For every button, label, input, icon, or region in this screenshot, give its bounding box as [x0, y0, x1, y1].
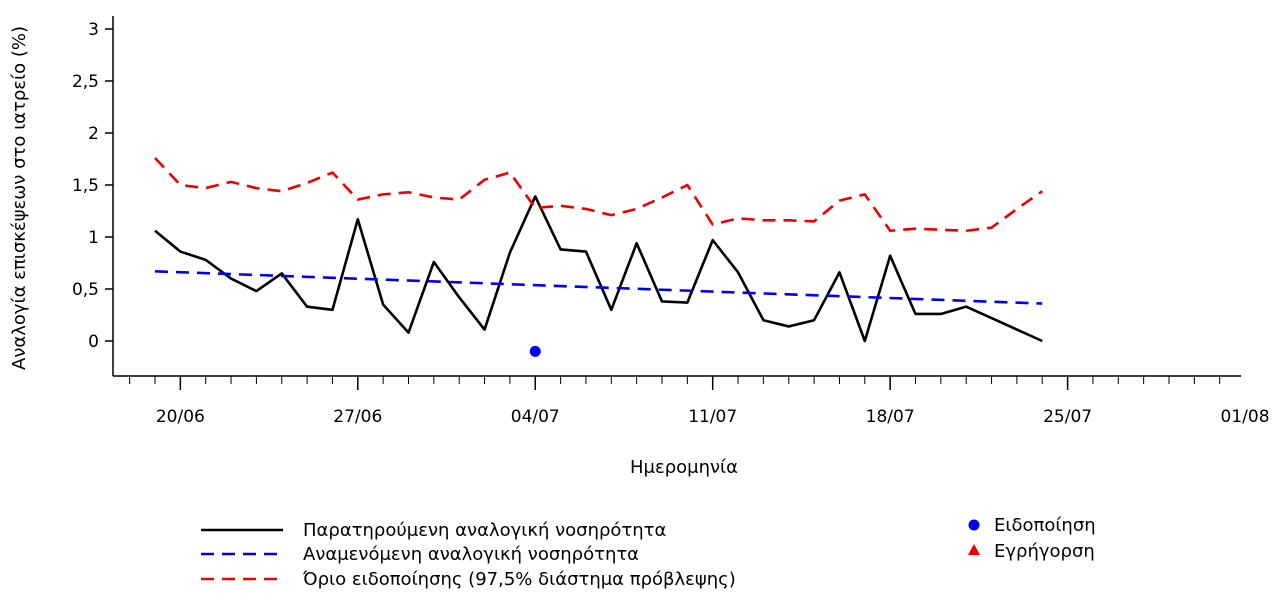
y-tick-label: 1,5 [72, 176, 99, 196]
y-tick-label: 0,5 [72, 280, 99, 300]
legend-expected-label: Αναμενόμενη αναλογική νοσηρότητα [303, 544, 639, 565]
x-tick-label: 27/06 [333, 407, 382, 427]
x-tick-label: 20/06 [156, 407, 205, 427]
x-tick-label: 25/07 [1043, 407, 1092, 427]
y-axis-title: Αναλογία επισκέψεων στο ιατρείο (%) [9, 26, 30, 370]
legend-alert-marker [968, 519, 980, 531]
series-layer [154, 157, 1043, 343]
x-axis-title: Ημερομηνία [630, 457, 738, 478]
legend-observed-label: Παρατηρούμενη αναλογική νοσηρότητα [303, 520, 666, 541]
legend-alert-label: Ειδοποίηση [994, 515, 1096, 536]
y-tick-label: 2 [88, 124, 99, 144]
observed-line [154, 195, 1043, 343]
axes [112, 16, 1241, 377]
y-tick-label: 1 [88, 228, 99, 248]
points-layer [529, 345, 541, 357]
expected-line [154, 270, 1043, 305]
y-tick-label: 3 [88, 20, 99, 40]
legend-alarm-label: Εγρήγορση [994, 541, 1095, 562]
x-tick-label: 11/07 [688, 407, 737, 427]
x-tick-label: 18/07 [866, 407, 915, 427]
x-tick-label: 01/08 [1221, 407, 1270, 427]
y-tick-label: 0 [88, 332, 99, 352]
x-tick-label: 04/07 [511, 407, 560, 427]
legend: Παρατηρούμενη αναλογική νοσηρότητα Αναμεν… [201, 515, 1096, 590]
y-tick-label: 2,5 [72, 72, 99, 92]
legend-alarm-marker [968, 544, 980, 555]
legend-threshold-label: Όριο ειδοποίησης (97,5% διάστημα πρόβλεψ… [302, 569, 736, 590]
alert-threshold-line [154, 157, 1043, 233]
ticks: 0 0,5 1 1,5 2 2,5 3 20/06 27/06 04/07 11/07 18/07 25… [72, 20, 1270, 427]
alert-point [529, 345, 541, 357]
